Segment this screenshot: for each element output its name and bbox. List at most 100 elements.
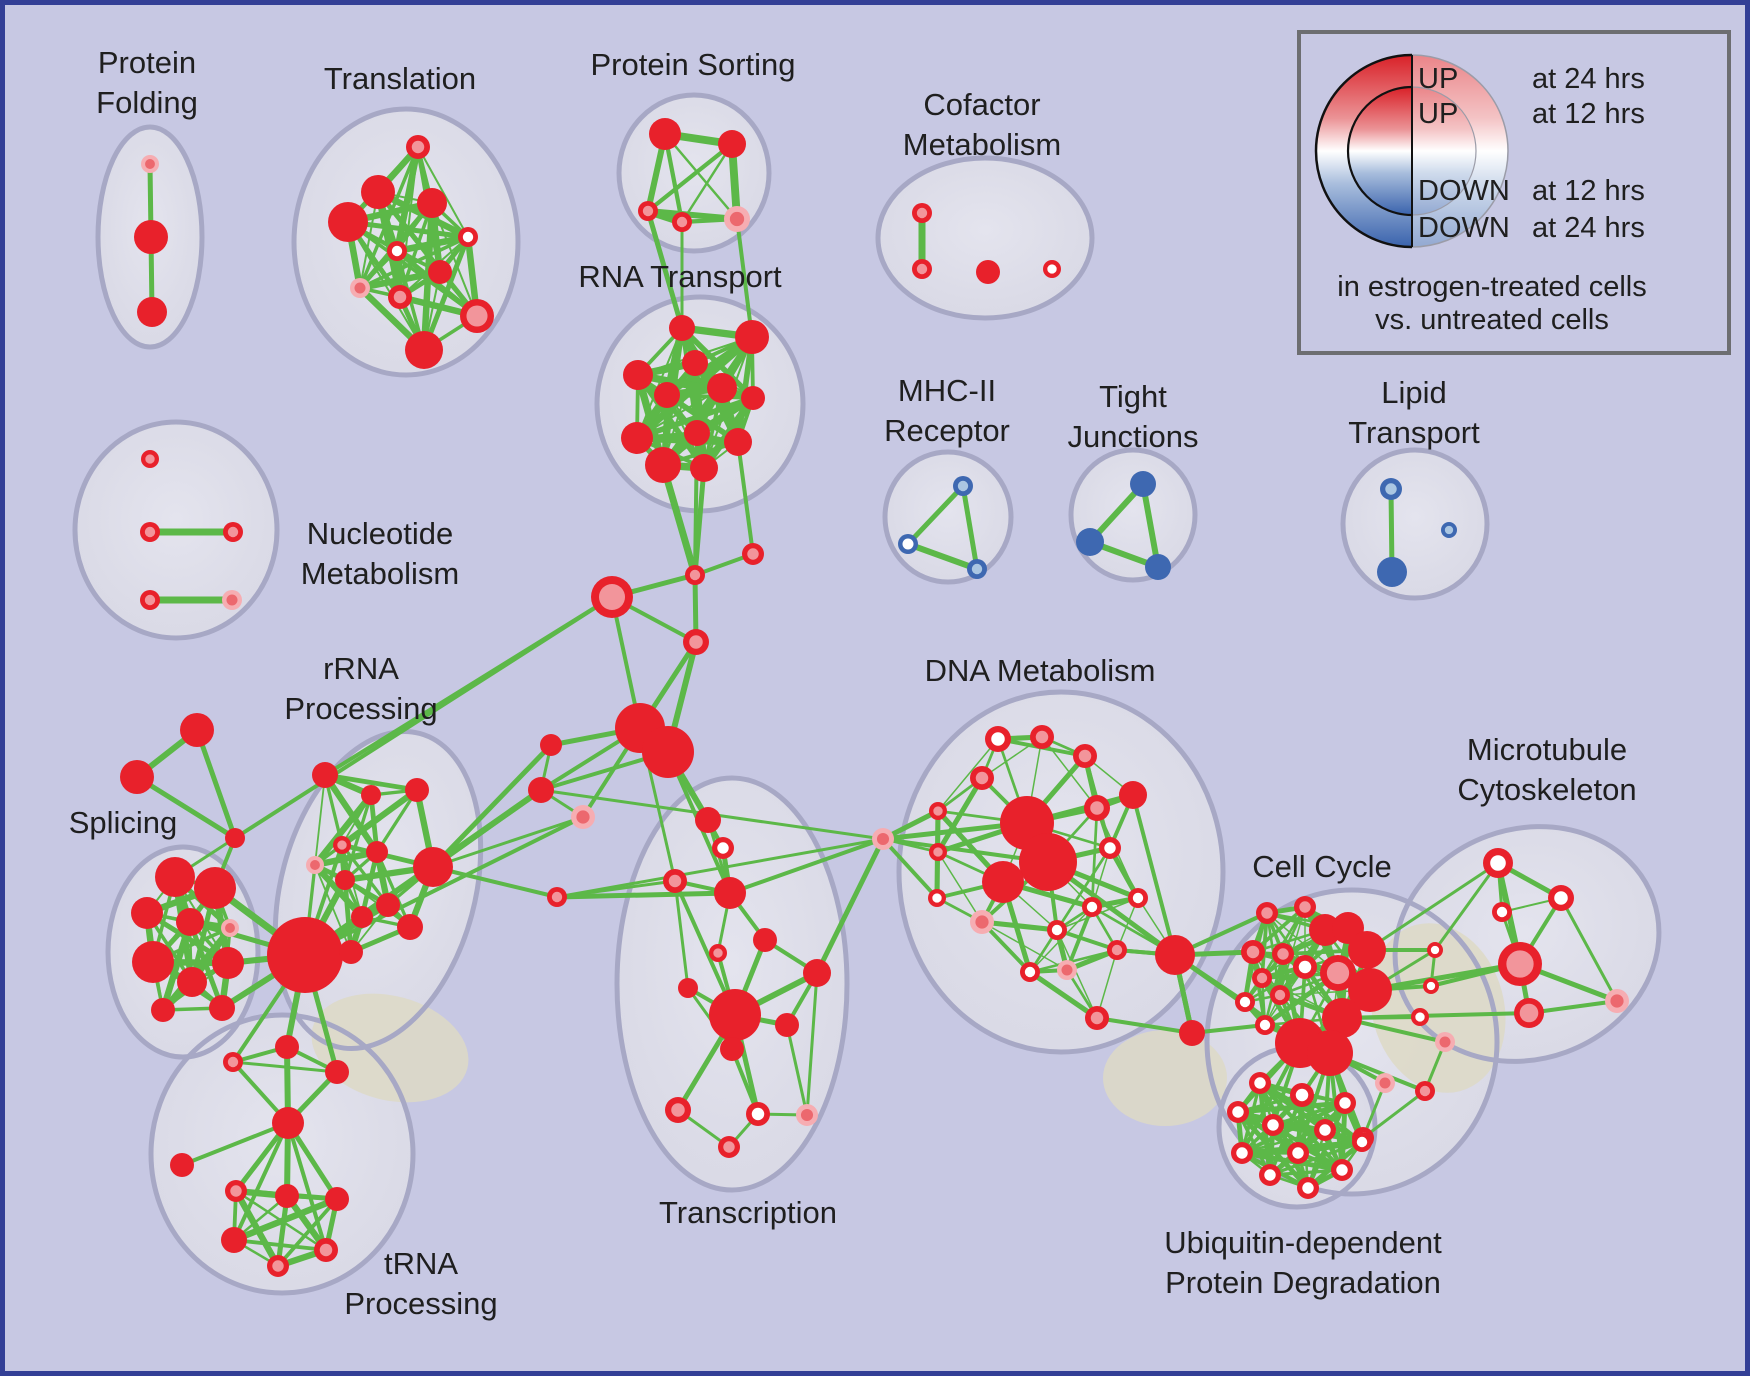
gene-node (1119, 781, 1147, 809)
edge (554, 890, 733, 900)
node-transcription (718, 1136, 740, 1158)
gene-node-center (1090, 801, 1104, 815)
legend-right-fade (1412, 55, 1508, 247)
node-trna (314, 1238, 338, 1262)
gene-node-center (1430, 945, 1440, 955)
gene-node (678, 978, 698, 998)
node-ubiquitin (1231, 1142, 1253, 1164)
cluster-label-lipid: Lipid Transport (1348, 375, 1480, 450)
gene-node (417, 188, 447, 218)
gene-node-center (1078, 749, 1092, 763)
edge (431, 865, 559, 899)
edge (805, 971, 819, 1117)
node-trna (325, 1187, 349, 1211)
node-tight (1130, 471, 1156, 497)
node-rrna (405, 778, 429, 802)
gene-node (351, 906, 373, 928)
cluster-label-splicing: Splicing (69, 805, 178, 840)
edge (1559, 896, 1619, 1003)
node-trna (221, 1227, 247, 1253)
node-rna (707, 373, 737, 403)
edge (323, 595, 614, 777)
gene-node-center (1356, 1136, 1368, 1148)
node-spine (591, 576, 633, 618)
node-splicing (131, 897, 163, 929)
node-splicing (155, 857, 195, 897)
gene-node (361, 785, 381, 805)
edge (659, 461, 699, 579)
edge (1240, 1128, 1327, 1155)
gene-node-center (916, 207, 928, 219)
gene-node (684, 420, 710, 446)
node-transcription (775, 1013, 799, 1037)
gene-node (134, 220, 168, 254)
cluster-label-sorting: Protein Sorting (590, 47, 795, 82)
node-rrna (339, 940, 363, 964)
node-nucleotide (140, 522, 160, 542)
edge (881, 837, 939, 900)
edge (555, 837, 885, 899)
edge (276, 1197, 339, 1268)
gene-node-center (933, 806, 943, 816)
node-ubiquitin (1297, 1177, 1319, 1199)
edge (375, 788, 419, 854)
node-rrna (335, 870, 355, 890)
gene-node (137, 297, 167, 327)
gene-node-center (1419, 1085, 1431, 1097)
node-ubiquitin (1227, 1101, 1249, 1123)
node-transcription (796, 1104, 818, 1126)
gene-node-center (723, 1141, 735, 1153)
gene-node-center (689, 569, 701, 581)
gene-node (1130, 471, 1156, 497)
edge (680, 142, 734, 224)
edge (358, 145, 420, 290)
node-transcription (746, 1102, 770, 1126)
node-transcription (678, 978, 698, 998)
gene-node (170, 1153, 194, 1177)
node-dna (1128, 888, 1148, 908)
edge (1340, 1011, 1531, 1020)
gene-node-center (1339, 1097, 1351, 1109)
edge (180, 1121, 290, 1167)
gene-node-center (319, 1243, 333, 1257)
edge (159, 918, 194, 1014)
node-cofactor (1043, 260, 1061, 278)
node-transcription (663, 869, 687, 893)
gene-node (735, 320, 769, 354)
node-transcription (709, 944, 727, 962)
node-dna (1084, 795, 1110, 821)
edge (1065, 905, 1094, 972)
node-ubiquitin (1314, 1119, 1336, 1141)
node-cellcycle (1255, 1015, 1275, 1035)
gene-node-center (391, 245, 403, 257)
gene-node-center (713, 948, 723, 958)
node-ubiquitin (1334, 1092, 1356, 1114)
node-rrna (397, 914, 423, 940)
node-sorting (672, 212, 692, 232)
gene-node (131, 897, 163, 929)
gene-node (669, 315, 695, 341)
gene-node (120, 760, 154, 794)
node-cellcycle (1375, 1073, 1395, 1093)
cluster-border-dna (896, 689, 1226, 1055)
edge (430, 742, 554, 870)
legend-time-label: at 24 hrs (1532, 63, 1645, 95)
node-rna (654, 382, 680, 408)
gene-node-center (462, 231, 474, 243)
gene-node (366, 841, 388, 863)
node-rna (684, 420, 710, 446)
edge (359, 849, 380, 920)
edge (1365, 861, 1500, 952)
node-rrna (333, 836, 351, 854)
gene-node (714, 877, 746, 909)
gene-node (1145, 554, 1171, 580)
gene-node-center (354, 282, 366, 294)
edge (981, 921, 1068, 971)
gene-node-center (729, 211, 745, 227)
gene-node (649, 118, 681, 150)
gene-node-center (747, 548, 759, 560)
gene-node-center (1246, 945, 1260, 959)
edge (663, 132, 739, 221)
gene-node-center (1319, 1124, 1331, 1136)
